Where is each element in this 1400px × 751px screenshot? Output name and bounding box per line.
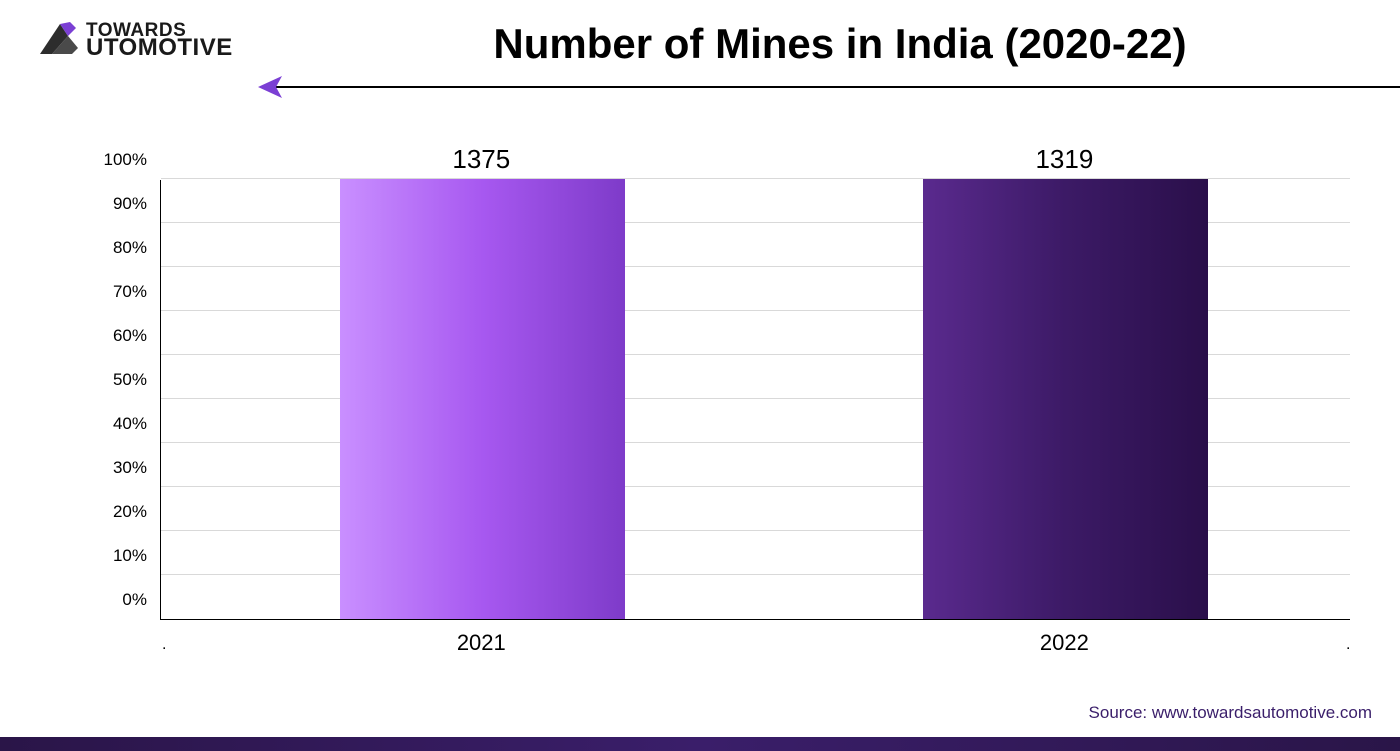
y-tick-label: 10%: [113, 546, 147, 566]
y-tick-label: 80%: [113, 238, 147, 258]
x-tick-label: 2022: [1040, 630, 1089, 656]
y-tick-label: 90%: [113, 194, 147, 214]
x-tick-label: 2021: [457, 630, 506, 656]
title-underline: [270, 86, 1400, 88]
bar-chart: 0%10%20%30%40%50%60%70%80%90%100% 137520…: [100, 150, 1350, 660]
logo-text: TOWARDS UTOMOTIVE: [86, 22, 233, 59]
y-tick-label: 70%: [113, 282, 147, 302]
logo-line2: UTOMOTIVE: [86, 37, 233, 59]
y-tick-label: 20%: [113, 502, 147, 522]
y-tick-label: 50%: [113, 370, 147, 390]
brand-logo: TOWARDS UTOMOTIVE: [38, 18, 233, 62]
y-tick-label: 60%: [113, 326, 147, 346]
bar: [923, 179, 1208, 619]
logo-icon: [38, 18, 82, 62]
bar-data-label: 1319: [1035, 144, 1093, 175]
bar: [340, 179, 625, 619]
axis-dot: .: [162, 636, 166, 654]
bar-data-label: 1375: [452, 144, 510, 175]
y-tick-label: 0%: [122, 590, 147, 610]
footer-accent-bar: [0, 737, 1400, 751]
chart-title: Number of Mines in India (2020-22): [300, 20, 1380, 68]
y-axis: 0%10%20%30%40%50%60%70%80%90%100%: [100, 180, 155, 620]
y-tick-label: 100%: [104, 150, 147, 170]
axis-dot: .: [1346, 636, 1350, 654]
arrow-left-icon: [258, 76, 284, 103]
plot-area: [160, 180, 1350, 620]
source-attribution: Source: www.towardsautomotive.com: [1089, 703, 1372, 723]
y-tick-label: 40%: [113, 414, 147, 434]
y-tick-label: 30%: [113, 458, 147, 478]
